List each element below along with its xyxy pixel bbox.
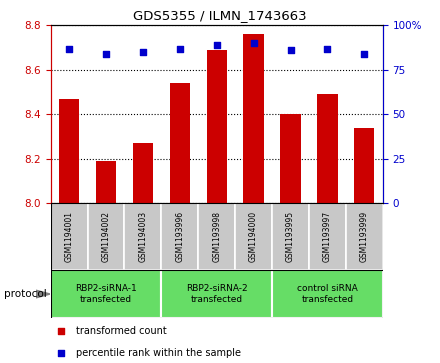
Bar (354, 128, 374, 203)
Bar (317, 94, 337, 203)
Bar (133, 143, 153, 203)
Bar (88, 203, 125, 270)
Bar (96, 161, 116, 203)
Text: GSM1194002: GSM1194002 (102, 211, 110, 262)
Text: transformed count: transformed count (76, 326, 166, 336)
Bar (51, 203, 88, 270)
Text: GSM1193997: GSM1193997 (323, 211, 332, 262)
Text: control siRNA
transfected: control siRNA transfected (297, 284, 358, 304)
Text: GSM1194001: GSM1194001 (65, 211, 73, 262)
Text: GSM1193998: GSM1193998 (212, 211, 221, 262)
Bar (243, 34, 264, 203)
Text: protocol: protocol (4, 289, 47, 299)
Text: GSM1194003: GSM1194003 (138, 211, 147, 262)
Bar (309, 203, 346, 270)
Point (103, 51, 110, 57)
Point (213, 42, 220, 48)
Bar (51, 270, 161, 318)
Point (66, 46, 73, 52)
Bar (161, 270, 272, 318)
Point (57, 328, 64, 334)
Bar (235, 203, 272, 270)
Point (57, 350, 64, 356)
Bar (170, 83, 190, 203)
Text: GSM1193999: GSM1193999 (360, 211, 369, 262)
Point (139, 49, 147, 55)
Text: GSM1193995: GSM1193995 (286, 211, 295, 262)
Point (361, 51, 368, 57)
Point (287, 48, 294, 53)
Bar (272, 203, 309, 270)
Bar (161, 203, 198, 270)
Text: percentile rank within the sample: percentile rank within the sample (76, 348, 241, 358)
Point (250, 40, 257, 46)
Text: GSM1193996: GSM1193996 (175, 211, 184, 262)
Bar (198, 203, 235, 270)
Text: RBP2-siRNA-2
transfected: RBP2-siRNA-2 transfected (186, 284, 248, 304)
Bar (125, 203, 161, 270)
Bar (346, 203, 383, 270)
Bar (272, 270, 383, 318)
Bar (59, 99, 79, 203)
Text: RBP2-siRNA-1
transfected: RBP2-siRNA-1 transfected (75, 284, 137, 304)
Text: GDS5355 / ILMN_1743663: GDS5355 / ILMN_1743663 (133, 9, 307, 22)
Polygon shape (36, 290, 50, 298)
Bar (206, 50, 227, 203)
Point (324, 46, 331, 52)
Point (176, 46, 183, 52)
Text: GSM1194000: GSM1194000 (249, 211, 258, 262)
Bar (280, 114, 301, 203)
